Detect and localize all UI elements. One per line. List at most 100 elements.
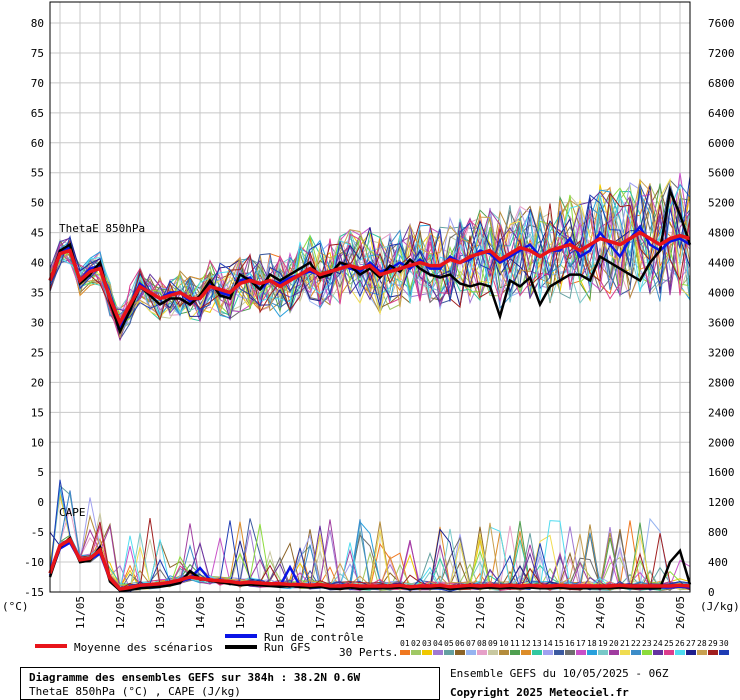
right-tick-label: 5200 bbox=[708, 197, 735, 210]
right-tick-label: 2800 bbox=[708, 376, 735, 389]
left-tick-label: 20 bbox=[31, 376, 44, 389]
pert-legend-swatch bbox=[719, 650, 729, 655]
x-tick-label: 21/05 bbox=[474, 596, 487, 629]
right-tick-label: 7600 bbox=[708, 17, 735, 30]
chart-title: Diagramme des ensembles GEFS sur 384h : … bbox=[29, 671, 361, 684]
perturbation-line bbox=[49, 187, 691, 326]
right-axis-unit: (J/kg) bbox=[700, 600, 740, 613]
legend-control-swatch bbox=[225, 634, 257, 638]
pert-legend-number: 19 bbox=[598, 639, 608, 648]
legend: Moyenne des scénarios Run de contrôle Ru… bbox=[35, 631, 729, 659]
pert-legend-swatch bbox=[521, 650, 531, 655]
left-tick-label: 25 bbox=[31, 346, 44, 359]
gfs-cape-line bbox=[48, 535, 692, 592]
right-tick-label: 6400 bbox=[708, 107, 735, 120]
pert-legend-number: 26 bbox=[675, 639, 685, 648]
pert-legend-number: 25 bbox=[664, 639, 674, 648]
main-lines bbox=[48, 186, 692, 592]
pert-legend-swatch bbox=[532, 650, 542, 655]
legend-gfs-swatch bbox=[225, 645, 257, 649]
right-tick-label: 5600 bbox=[708, 167, 735, 180]
pert-legend-number: 12 bbox=[521, 639, 531, 648]
pert-legend-swatch bbox=[433, 650, 443, 655]
right-tick-label: 4800 bbox=[708, 227, 735, 240]
pert-legend-swatch bbox=[653, 650, 663, 655]
left-tick-label: 50 bbox=[31, 197, 44, 210]
right-tick-label: 6000 bbox=[708, 137, 735, 150]
pert-legend-number: 30 bbox=[719, 639, 729, 648]
copyright: Copyright 2025 Meteociel.fr bbox=[450, 686, 629, 699]
pert-legend-swatch bbox=[620, 650, 630, 655]
x-axis-ticks: 11/05 12/05 13/05 14/05 15/05 16/05 17/05 18/05… bbox=[74, 596, 687, 629]
pert-legend-number: 22 bbox=[631, 639, 641, 648]
pert-legend-number: 11 bbox=[510, 639, 520, 648]
legend-gfs-label: Run GFS bbox=[264, 641, 310, 654]
pert-legend-swatch bbox=[455, 650, 465, 655]
x-tick-label: 24/05 bbox=[594, 596, 607, 629]
mean-cape-line bbox=[48, 537, 691, 591]
left-tick-label: -15 bbox=[24, 586, 44, 599]
x-tick-label: 17/05 bbox=[314, 596, 327, 629]
left-axis-unit: (°C) bbox=[2, 600, 29, 613]
x-tick-label: 22/05 bbox=[514, 596, 527, 629]
left-tick-label: 30 bbox=[31, 316, 44, 329]
x-tick-label: 11/05 bbox=[74, 596, 87, 629]
pert-legend-swatch bbox=[554, 650, 564, 655]
pert-legend-swatch bbox=[708, 650, 718, 655]
right-tick-label: 1200 bbox=[708, 496, 735, 509]
legend-mean-swatch bbox=[35, 644, 67, 648]
pert-legend-number: 21 bbox=[620, 639, 630, 648]
cape-panel-label: CAPE bbox=[59, 506, 86, 519]
pert-legend-swatch bbox=[609, 650, 619, 655]
pert-legend-swatch bbox=[400, 650, 410, 655]
x-tick-label: 19/05 bbox=[394, 596, 407, 629]
right-tick-label: 800 bbox=[708, 526, 728, 539]
right-tick-label: 400 bbox=[708, 556, 728, 569]
pert-legend-swatch bbox=[675, 650, 685, 655]
pert-legend-number: 10 bbox=[499, 639, 509, 648]
right-axis-ticks: 0 400 800 1200 1600 2000 2400 2800 3200 3600 4000 4… bbox=[708, 17, 735, 599]
left-tick-label: 55 bbox=[31, 167, 44, 180]
pert-legend-swatch bbox=[466, 650, 476, 655]
right-tick-label: 4400 bbox=[708, 257, 735, 270]
pert-legend-swatch bbox=[411, 650, 421, 655]
pert-legend-swatch bbox=[488, 650, 498, 655]
left-tick-label: 75 bbox=[31, 47, 44, 60]
pert-legend-number: 08 bbox=[477, 639, 487, 648]
x-tick-label: 15/05 bbox=[234, 596, 247, 629]
right-tick-label: 0 bbox=[708, 586, 715, 599]
pert-legend-swatch bbox=[477, 650, 487, 655]
right-tick-label: 2000 bbox=[708, 436, 735, 449]
left-tick-label: -5 bbox=[31, 526, 44, 539]
left-tick-label: 40 bbox=[31, 257, 44, 270]
pert-legend-number: 27 bbox=[686, 639, 696, 648]
pert-legend-swatch bbox=[587, 650, 597, 655]
pert-legend-swatch bbox=[631, 650, 641, 655]
legend-mean-label: Moyenne des scénarios bbox=[74, 641, 213, 654]
left-tick-label: 45 bbox=[31, 227, 44, 240]
pert-legend-swatch bbox=[642, 650, 652, 655]
pert-legend-number: 13 bbox=[532, 639, 542, 648]
legend-perts-label: 30 Perts. bbox=[339, 646, 399, 659]
right-tick-label: 6800 bbox=[708, 77, 735, 90]
grid bbox=[50, 2, 690, 593]
pert-legend-swatch bbox=[598, 650, 608, 655]
left-tick-label: 15 bbox=[31, 406, 44, 419]
pert-legend-number: 23 bbox=[642, 639, 652, 648]
perturbation-legend: 01 02 03 04 05 06 07 08 09 10 11 12 13 14 15 16 17 18 19 20… bbox=[400, 639, 729, 655]
right-tick-label: 4000 bbox=[708, 287, 735, 300]
x-tick-label: 26/05 bbox=[674, 596, 687, 629]
thetae-panel-label: ThetaE 850hPa bbox=[59, 222, 145, 235]
pert-legend-number: 04 bbox=[433, 639, 443, 648]
left-axis-ticks: -15 -10 -5 0 5 10 15 20 25 30 35 40 45 50 55 60 65 70 75 80 bbox=[24, 17, 44, 599]
x-tick-label: 13/05 bbox=[154, 596, 167, 629]
right-tick-label: 7200 bbox=[708, 47, 735, 60]
pert-legend-number: 05 bbox=[444, 639, 454, 648]
pert-legend-swatch bbox=[576, 650, 586, 655]
pert-legend-number: 07 bbox=[466, 639, 476, 648]
pert-legend-number: 18 bbox=[587, 639, 597, 648]
pert-legend-number: 03 bbox=[422, 639, 432, 648]
pert-legend-swatch bbox=[499, 650, 509, 655]
left-tick-label: 80 bbox=[31, 17, 44, 30]
